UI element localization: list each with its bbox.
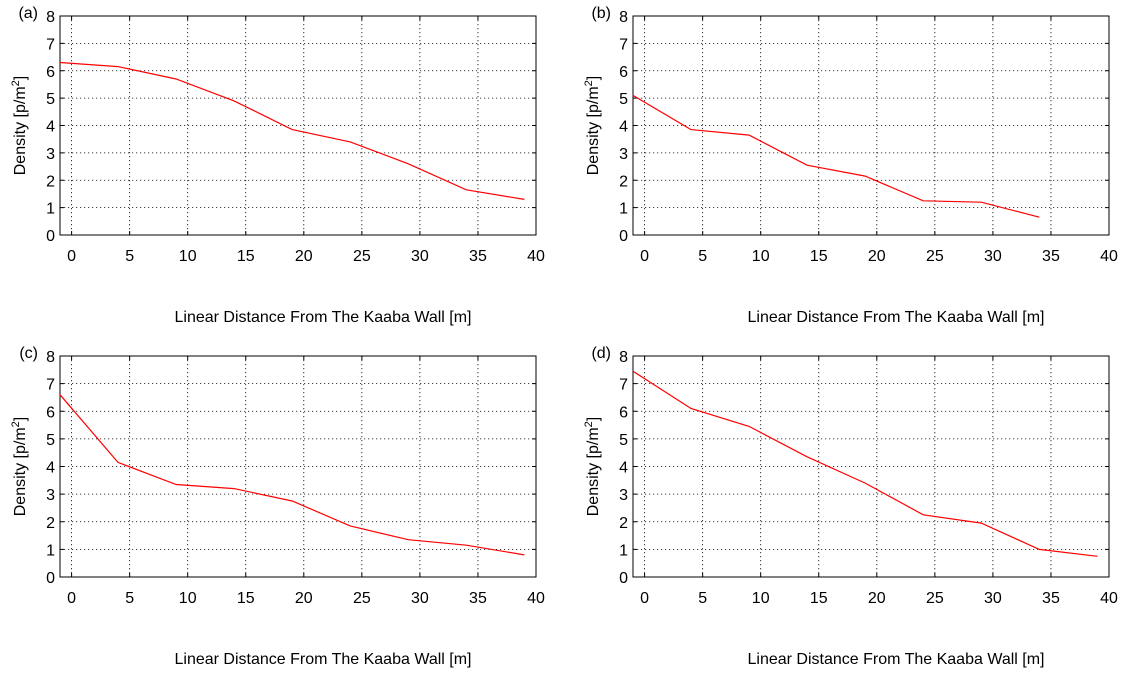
panel-label: (d) bbox=[591, 345, 611, 362]
series-line bbox=[59, 394, 525, 556]
x-tick-label: 10 bbox=[179, 248, 197, 265]
y-axis-label: Density [p/m2] bbox=[583, 76, 602, 176]
chart-panel-d: 0 5 10 15 20 25 30 35 40 0 1 2 3 4 5 6 7 8 (d) Linear Dista… bbox=[583, 345, 1118, 668]
x-tick-label: 35 bbox=[1042, 590, 1060, 607]
y-tick-label: 7 bbox=[46, 377, 55, 394]
x-tick-label: 10 bbox=[752, 590, 770, 607]
x-tick-label: 5 bbox=[125, 590, 134, 607]
y-tick-label: 7 bbox=[619, 377, 628, 394]
y-tick-label: 3 bbox=[46, 487, 55, 504]
x-tick-label: 40 bbox=[527, 590, 545, 607]
y-tick-label: 0 bbox=[46, 570, 55, 587]
y-tick-label: 6 bbox=[46, 64, 55, 81]
y-axis-label: Density [p/m2] bbox=[10, 76, 29, 176]
panel-label: (c) bbox=[19, 345, 38, 362]
y-tick-label: 1 bbox=[46, 201, 55, 218]
y-axis-label: Density [p/m2] bbox=[583, 417, 602, 517]
y-axis-label: Density [p/m2] bbox=[10, 417, 29, 517]
y-tick-label: 6 bbox=[46, 404, 55, 421]
y-tick-label: 7 bbox=[619, 36, 628, 53]
y-tick-label: 3 bbox=[46, 146, 55, 163]
x-tick-label: 30 bbox=[984, 248, 1002, 265]
x-tick-label: 5 bbox=[698, 248, 707, 265]
x-axis-label: Linear Distance From The Kaaba Wall [m] bbox=[174, 651, 471, 668]
x-tick-label: 15 bbox=[237, 590, 255, 607]
panel-label: (b) bbox=[591, 5, 611, 22]
x-tick-label: 0 bbox=[67, 590, 76, 607]
y-tick-label: 1 bbox=[619, 201, 628, 218]
x-tick-label: 25 bbox=[926, 590, 944, 607]
y-tick-label: 2 bbox=[46, 515, 55, 532]
x-tick-label: 30 bbox=[411, 590, 429, 607]
y-tick-label: 0 bbox=[619, 570, 628, 587]
x-tick-label: 25 bbox=[353, 248, 371, 265]
y-tick-label: 5 bbox=[619, 91, 628, 108]
y-tick-label: 4 bbox=[46, 460, 55, 477]
x-tick-label: 35 bbox=[1042, 248, 1060, 265]
x-tick-label: 30 bbox=[411, 248, 429, 265]
x-axis-label: Linear Distance From The Kaaba Wall [m] bbox=[747, 309, 1044, 326]
chart-panel-c: 0 5 10 15 20 25 30 35 40 0 1 2 3 4 5 6 7 8 (c) Linear Dista… bbox=[10, 345, 545, 668]
y-tick-label: 5 bbox=[619, 432, 628, 449]
y-tick-label: 8 bbox=[46, 9, 55, 26]
x-tick-label: 35 bbox=[469, 248, 487, 265]
chart-panel-b: 0 5 10 15 20 25 30 35 40 0 1 2 3 4 5 6 7 8 (b) Linear Dista… bbox=[583, 5, 1118, 326]
x-tick-label: 20 bbox=[868, 248, 886, 265]
y-tick-label: 6 bbox=[619, 404, 628, 421]
x-tick-label: 20 bbox=[295, 590, 313, 607]
x-tick-label: 20 bbox=[868, 590, 886, 607]
y-tick-label: 8 bbox=[46, 349, 55, 366]
x-tick-label: 0 bbox=[640, 590, 649, 607]
y-tick-label: 7 bbox=[46, 36, 55, 53]
y-tick-label: 5 bbox=[46, 91, 55, 108]
x-tick-label: 25 bbox=[353, 590, 371, 607]
x-tick-label: 5 bbox=[698, 590, 707, 607]
x-tick-label: 15 bbox=[237, 248, 255, 265]
y-tick-label: 5 bbox=[46, 432, 55, 449]
x-tick-label: 30 bbox=[984, 590, 1002, 607]
series-line bbox=[59, 61, 525, 200]
x-tick-label: 20 bbox=[295, 248, 313, 265]
x-tick-label: 15 bbox=[810, 248, 828, 265]
y-tick-label: 4 bbox=[619, 460, 628, 477]
x-tick-label: 5 bbox=[125, 248, 134, 265]
y-tick-label: 6 bbox=[619, 64, 628, 81]
x-axis-label: Linear Distance From The Kaaba Wall [m] bbox=[747, 651, 1044, 668]
y-tick-label: 0 bbox=[46, 228, 55, 245]
y-tick-label: 4 bbox=[46, 119, 55, 136]
x-tick-label: 40 bbox=[527, 248, 545, 265]
y-tick-label: 2 bbox=[46, 173, 55, 190]
x-tick-label: 15 bbox=[810, 590, 828, 607]
x-tick-label: 25 bbox=[926, 248, 944, 265]
x-tick-label: 0 bbox=[640, 248, 649, 265]
chart-panel-a: 0 5 10 15 20 25 30 35 40 0 1 2 3 4 5 6 7 8 (a) Linear Dista… bbox=[10, 5, 545, 326]
x-tick-label: 10 bbox=[179, 590, 197, 607]
y-tick-label: 1 bbox=[619, 542, 628, 559]
x-tick-label: 35 bbox=[469, 590, 487, 607]
y-tick-label: 4 bbox=[619, 119, 628, 136]
series-line bbox=[632, 370, 1098, 557]
x-axis-label: Linear Distance From The Kaaba Wall [m] bbox=[174, 309, 471, 326]
y-tick-label: 0 bbox=[619, 228, 628, 245]
y-tick-label: 2 bbox=[619, 515, 628, 532]
y-tick-label: 3 bbox=[619, 487, 628, 504]
series-line bbox=[632, 94, 1040, 218]
y-tick-label: 1 bbox=[46, 542, 55, 559]
x-tick-label: 40 bbox=[1100, 590, 1118, 607]
x-tick-label: 40 bbox=[1100, 248, 1118, 265]
x-tick-label: 10 bbox=[752, 248, 770, 265]
panel-label: (a) bbox=[18, 5, 38, 22]
x-tick-label: 0 bbox=[67, 248, 76, 265]
y-tick-label: 8 bbox=[619, 9, 628, 26]
y-tick-label: 2 bbox=[619, 173, 628, 190]
y-tick-label: 8 bbox=[619, 349, 628, 366]
y-tick-label: 3 bbox=[619, 146, 628, 163]
